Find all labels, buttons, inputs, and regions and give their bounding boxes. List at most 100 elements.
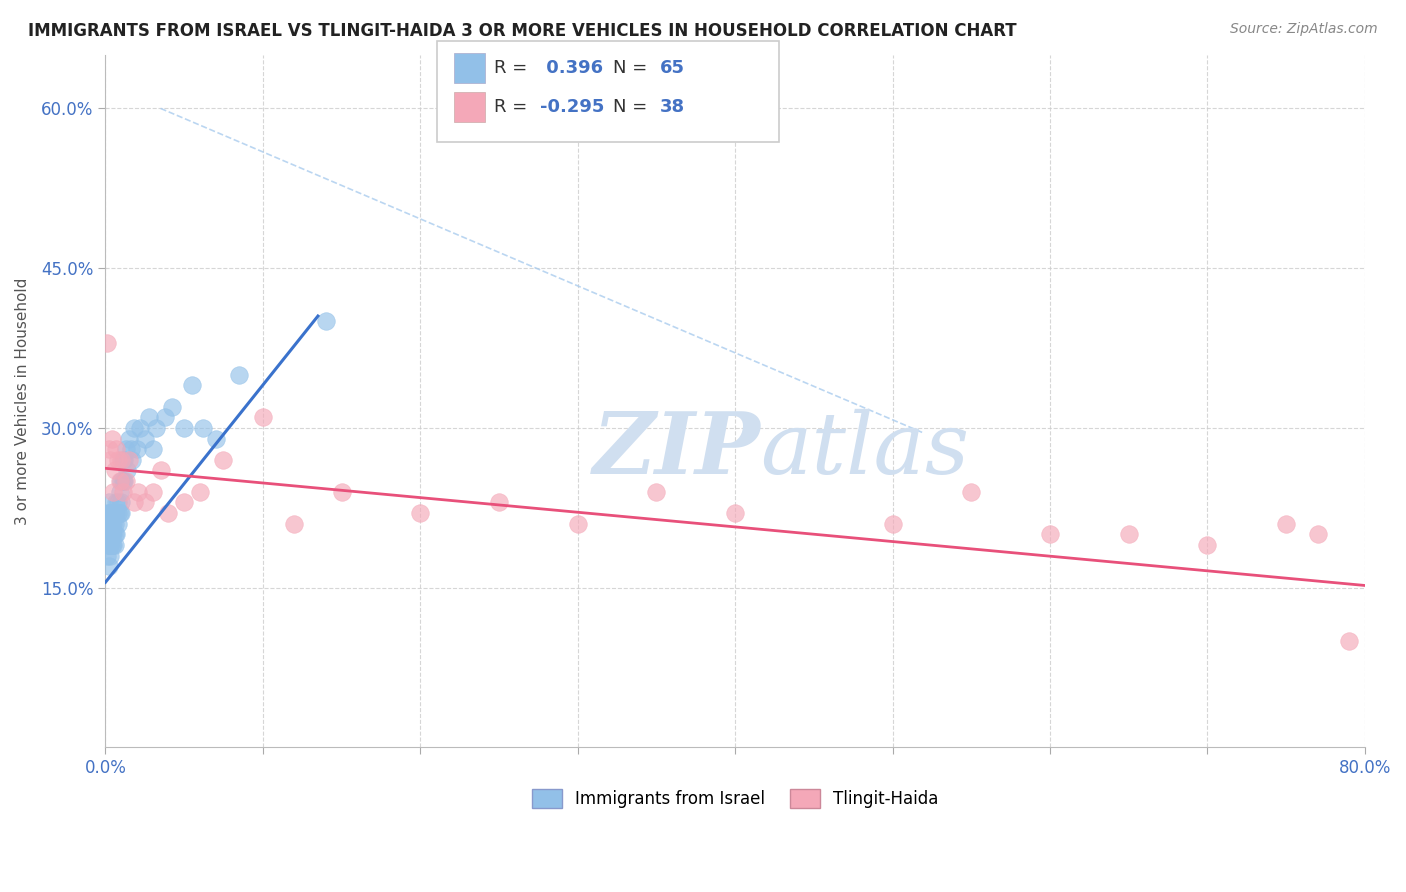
Point [97,559,120,574]
Point [105,506,128,520]
Point [97,495,120,509]
Point [104,463,127,477]
Point [103,516,125,531]
Point [98,506,121,520]
Point [120,442,142,457]
Y-axis label: 3 or more Vehicles in Household: 3 or more Vehicles in Household [15,277,30,524]
Point [115,474,138,488]
Point [100,538,122,552]
Point [103,527,125,541]
Point [105,527,128,541]
Point [97,516,120,531]
Point [315,314,337,328]
Point [117,463,139,477]
Text: R =: R = [494,98,533,116]
Point [409,506,432,520]
Point [107,516,129,531]
Point [173,495,195,509]
Point [98,527,121,541]
Point [122,495,145,509]
Point [160,400,183,414]
Point [188,484,211,499]
Text: ZIP: ZIP [592,408,761,491]
Point [882,516,904,531]
Point [173,421,195,435]
Point [127,484,149,499]
Point [108,474,131,488]
Point [112,474,135,488]
Point [1275,516,1298,531]
Point [97,506,120,520]
Point [122,421,145,435]
Point [118,452,141,467]
Point [1306,527,1329,541]
Point [108,484,131,499]
Point [191,421,214,435]
Point [107,506,129,520]
Point [103,538,125,552]
Point [204,432,226,446]
Point [1339,633,1361,648]
Point [129,421,152,435]
Point [1197,538,1219,552]
Point [104,527,127,541]
Point [100,527,122,541]
Point [105,442,128,457]
Point [115,442,138,457]
Point [100,432,122,446]
Text: 38: 38 [659,98,685,116]
Point [960,484,983,499]
Point [97,538,120,552]
Point [96,506,118,520]
Point [111,452,134,467]
Point [149,463,172,477]
Point [104,538,127,552]
Point [111,484,134,499]
Text: N =: N = [613,59,652,77]
Point [96,538,118,552]
Point [98,538,121,552]
Point [97,527,120,541]
Point [212,452,235,467]
Point [100,527,122,541]
Point [157,506,180,520]
Point [100,506,122,520]
Point [134,432,156,446]
Text: Source: ZipAtlas.com: Source: ZipAtlas.com [1230,22,1378,37]
Point [96,335,118,350]
Point [121,452,143,467]
Text: atlas: atlas [761,409,969,491]
Point [107,495,129,509]
Text: R =: R = [494,59,533,77]
Point [98,516,121,531]
Point [252,410,274,425]
Point [100,516,122,531]
Point [110,474,132,488]
Point [103,484,125,499]
Point [110,495,132,509]
Point [96,527,118,541]
Point [107,452,129,467]
Point [104,506,127,520]
Point [96,516,118,531]
Point [138,410,160,425]
Point [104,516,127,531]
Point [1118,527,1140,541]
Point [567,516,589,531]
Point [145,421,167,435]
Text: IMMIGRANTS FROM ISRAEL VS TLINGIT-HAIDA 3 OR MORE VEHICLES IN HOUSEHOLD CORRELAT: IMMIGRANTS FROM ISRAEL VS TLINGIT-HAIDA … [28,22,1017,40]
Point [488,495,510,509]
Point [110,452,132,467]
Point [155,410,177,425]
Point [112,452,135,467]
Point [98,538,121,552]
Point [724,506,747,520]
Point [283,516,305,531]
Point [98,452,121,467]
Point [108,506,131,520]
Point [105,495,128,509]
Text: 0.396: 0.396 [540,59,603,77]
Legend: Immigrants from Israel, Tlingit-Haida: Immigrants from Israel, Tlingit-Haida [524,782,945,815]
Point [118,432,141,446]
Point [134,495,156,509]
